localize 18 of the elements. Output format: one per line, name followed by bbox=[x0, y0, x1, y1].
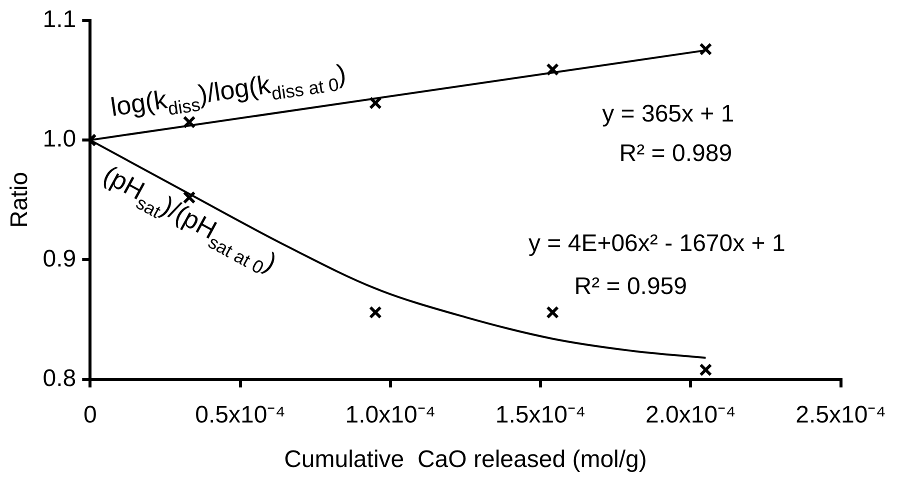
y-tick-label: 1.0 bbox=[42, 126, 76, 153]
annotation: y = 365x + 1 bbox=[602, 100, 734, 128]
y-tick-label: 0.8 bbox=[42, 365, 76, 392]
annotation: R² = 0.989 bbox=[619, 140, 732, 168]
x-tick-label: 2.5x10⁻⁴ bbox=[796, 401, 886, 428]
x-tick-label: 0.5x10⁻⁴ bbox=[195, 401, 286, 428]
x-tick-label: 1.0x10⁻⁴ bbox=[345, 401, 436, 428]
x-tick-label: 0 bbox=[83, 401, 97, 428]
x-tick-label: 1.5x10⁻⁴ bbox=[495, 401, 586, 428]
y-axis-title: Ratio bbox=[6, 172, 34, 228]
text: log(kdiss)/log(kdiss at 0) bbox=[108, 58, 348, 122]
annotation: y = 4E+06x² - 1670x + 1 bbox=[528, 230, 786, 257]
x-axis-title: Cumulative CaO released (mol/g) bbox=[284, 446, 647, 474]
y-tick-label: 0.9 bbox=[42, 245, 76, 272]
text: (pHsat)/(pHsat at 0) bbox=[98, 159, 282, 278]
y-tick-label: 1.1 bbox=[42, 6, 76, 34]
x-tick-label: 2.0x10⁻⁴ bbox=[645, 401, 736, 428]
annotation: R² = 0.959 bbox=[574, 273, 687, 300]
